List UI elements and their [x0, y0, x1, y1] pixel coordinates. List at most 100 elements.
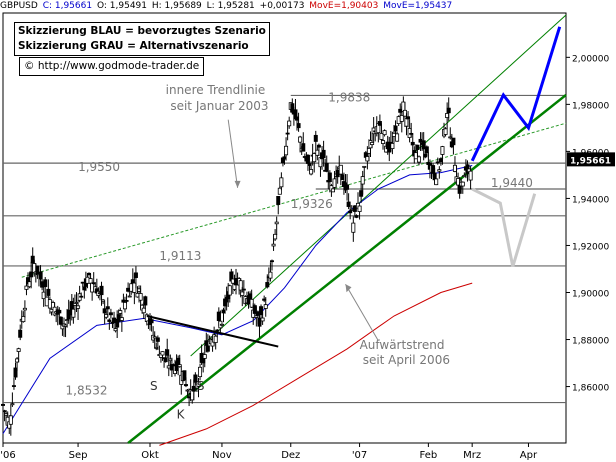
- candle-body: [141, 307, 146, 314]
- level-label: 1,9550: [78, 160, 120, 174]
- candle-body: [345, 184, 350, 190]
- inner-trendline: [21, 122, 567, 278]
- y-tick-label: 1,94000: [572, 195, 609, 205]
- candle-body: [160, 351, 165, 356]
- x-tick-label: Mrz: [463, 450, 481, 461]
- candle-body: [296, 123, 301, 129]
- candle-body: [80, 281, 85, 284]
- x-tick-label: Sep: [69, 450, 88, 461]
- candle-body: [79, 295, 84, 298]
- x-tick-label: Okt: [141, 450, 159, 461]
- candle-body: [273, 233, 278, 240]
- candle-body: [177, 364, 182, 368]
- candle-body: [338, 164, 343, 175]
- candle-body: [277, 187, 282, 195]
- candle-body: [18, 329, 23, 338]
- level-label: 1,9838: [328, 90, 370, 104]
- pattern-label-s1: S: [150, 379, 158, 393]
- candle-body: [271, 243, 276, 247]
- candle-body: [305, 154, 310, 164]
- uptrend-line: [127, 93, 567, 444]
- x-tick-label: '07: [352, 450, 367, 461]
- candle-body: [399, 115, 404, 122]
- blue-scenario-path: [470, 26, 562, 162]
- candle-body: [416, 156, 421, 163]
- open-value: O: 1,95491: [96, 1, 148, 11]
- candle-body: [287, 120, 292, 127]
- level-label: 1,9440: [491, 176, 533, 190]
- candle-body: [446, 107, 451, 114]
- candle-body: [421, 140, 426, 150]
- pattern-label-k: K: [177, 407, 186, 421]
- candle-body: [138, 293, 143, 301]
- candle-body: [122, 302, 127, 310]
- y-tick-label: 1,92000: [572, 242, 609, 252]
- x-tick-label: Nov: [212, 450, 232, 461]
- candle-body: [269, 260, 274, 263]
- candle-body: [57, 309, 62, 314]
- candle-body: [133, 272, 138, 278]
- level-label: 1,9326: [291, 197, 333, 211]
- candle-body: [349, 208, 354, 211]
- uptrend-arrow: [345, 284, 379, 341]
- low-value: L: 1,95281: [206, 1, 255, 11]
- source-credit[interactable]: © http://www.godmode-trader.de: [19, 57, 205, 76]
- candle-body: [10, 403, 15, 406]
- candle-body: [58, 316, 63, 325]
- candle-body: [265, 282, 270, 288]
- uptrend-label-line1: Aufwärtstrend: [360, 338, 445, 352]
- candle-body: [205, 345, 210, 352]
- candle-body: [298, 136, 303, 143]
- candle-body: [460, 181, 465, 187]
- candle-body: [127, 295, 132, 298]
- candle-body: [107, 319, 112, 322]
- candle-body: [377, 121, 382, 126]
- candle-body: [196, 381, 201, 387]
- candle-body: [451, 137, 456, 146]
- candle-body: [165, 349, 170, 356]
- candle-body: [357, 205, 362, 212]
- candle-body: [198, 366, 203, 378]
- uptrend-arrowhead: [345, 284, 352, 293]
- candle-body: [268, 271, 273, 279]
- candle-body: [43, 279, 48, 288]
- y-tick-label: 1,90000: [572, 289, 609, 299]
- quote-bar: GBPUSD C: 1,95661 O: 1,95491 H: 1,95689 …: [0, 0, 454, 14]
- neckline: [146, 315, 279, 348]
- x-tick-label: Feb: [420, 450, 438, 461]
- candle-body: [276, 196, 281, 205]
- candle-body: [124, 300, 129, 302]
- candle-body: [370, 142, 375, 146]
- candle-body: [44, 296, 49, 307]
- candle-body: [321, 149, 326, 159]
- candle-body: [227, 285, 232, 296]
- trendline-label-line2: seit Januar 2003: [170, 99, 268, 113]
- trendline-arrow: [227, 119, 239, 188]
- candle-body: [352, 205, 357, 212]
- y-tick-label: 1,98000: [572, 101, 609, 111]
- candle-body: [152, 336, 157, 339]
- candle-body: [360, 176, 365, 185]
- candle-body: [182, 370, 187, 381]
- candle-body: [46, 288, 51, 296]
- candle-body: [279, 177, 284, 188]
- candle-body: [327, 172, 332, 183]
- candle-body: [119, 317, 124, 321]
- candle-body: [149, 319, 154, 324]
- level-label: 1,9113: [159, 249, 201, 263]
- x-tick-label: Apr: [520, 450, 538, 461]
- x-tick-label: Dez: [281, 450, 300, 461]
- candle-body: [260, 317, 265, 322]
- candle-body: [440, 146, 445, 155]
- candle-body: [105, 306, 110, 310]
- trendline-label-line1: innere Trendlinie: [166, 83, 266, 97]
- high-value: H: 1,95689: [151, 1, 202, 11]
- candle-body: [11, 385, 16, 387]
- candle-body: [143, 296, 148, 306]
- candle-body: [108, 312, 113, 316]
- candle-body: [395, 133, 400, 142]
- candle-body: [29, 271, 34, 278]
- candle-body: [191, 385, 196, 392]
